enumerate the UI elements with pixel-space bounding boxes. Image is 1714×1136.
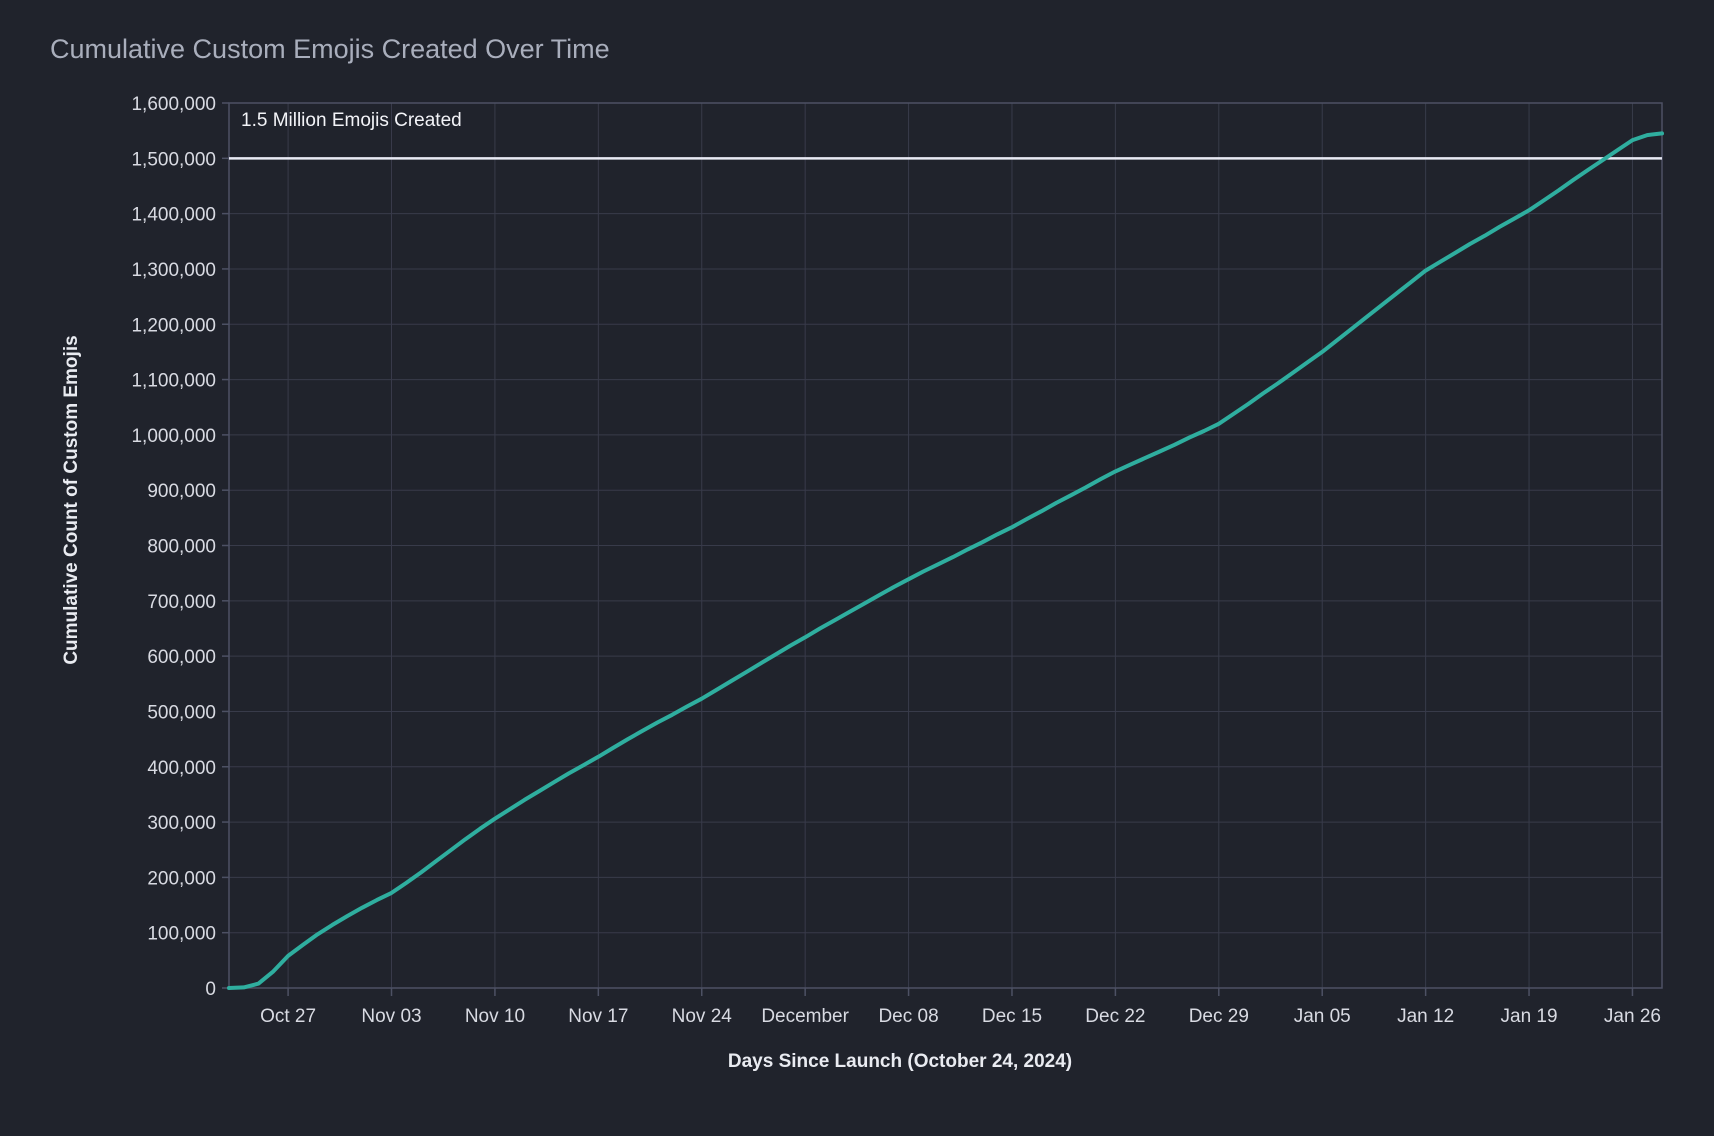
y-tick-label: 200,000: [147, 868, 216, 889]
y-tick-label: 1,300,000: [131, 260, 216, 281]
y-tick-label: 500,000: [147, 702, 216, 723]
y-tick-label: 1,400,000: [131, 205, 216, 226]
data-line: [227, 131, 1664, 990]
y-tick-label: 0: [205, 979, 216, 1000]
chart-title: Cumulative Custom Emojis Created Over Ti…: [50, 34, 610, 64]
y-tick-label: 1,600,000: [131, 94, 216, 115]
x-tick-label: Jan 19: [1501, 1006, 1558, 1027]
x-tick-label: Dec 29: [1189, 1006, 1249, 1027]
x-tick-label: Jan 05: [1294, 1006, 1351, 1027]
x-tick-label: December: [761, 1006, 849, 1027]
y-tick-label: 900,000: [147, 481, 216, 502]
x-tick-label: Nov 24: [672, 1006, 733, 1027]
y-axis-title: Cumulative Count of Custom Emojis: [61, 335, 82, 665]
x-tick-label: Dec 08: [878, 1006, 938, 1027]
x-tick-label: Oct 27: [260, 1006, 316, 1027]
x-tick-label: Nov 03: [361, 1006, 421, 1027]
plot-border: [228, 102, 1663, 989]
y-tick-label: 600,000: [147, 647, 216, 668]
x-tick-label: Jan 12: [1397, 1006, 1454, 1027]
y-tick-label: 1,000,000: [131, 426, 216, 447]
x-tick-label: Nov 17: [568, 1006, 628, 1027]
y-tick-label: 400,000: [147, 758, 216, 779]
y-tick-label: 700,000: [147, 592, 216, 613]
y-tick-label: 800,000: [147, 537, 216, 558]
y-tick-label: 1,100,000: [131, 371, 216, 392]
y-tick-label: 1,200,000: [131, 315, 216, 336]
x-axis-title: Days Since Launch (October 24, 2024): [727, 1051, 1073, 1072]
x-tick-label: Jan 26: [1604, 1006, 1661, 1027]
annotation-label: 1.5 Million Emojis Created: [241, 110, 462, 131]
x-tick-label: Dec 15: [982, 1006, 1042, 1027]
x-tick-label: Dec 22: [1085, 1006, 1145, 1027]
y-tick-label: 1,500,000: [131, 149, 216, 170]
y-tick-label: 300,000: [147, 813, 216, 834]
x-tick-label: Nov 10: [465, 1006, 525, 1027]
y-tick-label: 100,000: [147, 924, 216, 945]
